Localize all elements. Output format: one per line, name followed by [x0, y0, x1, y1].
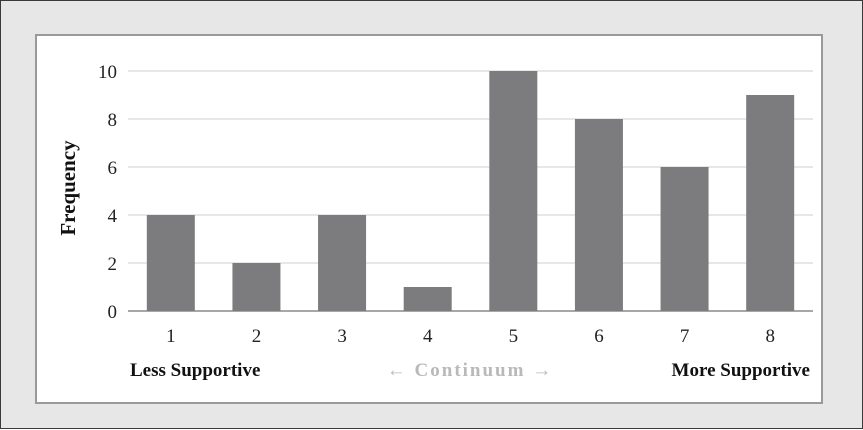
bars [147, 71, 794, 311]
x-tick-labels: 1 2 3 4 5 6 7 8 [166, 326, 775, 347]
bar-6 [575, 119, 623, 311]
footer-right-label: More Supportive [672, 360, 810, 381]
bar-4 [404, 287, 452, 311]
bar-1 [147, 215, 195, 311]
y-tick-labels: 0 2 4 6 8 10 [98, 62, 118, 323]
x-tick-label: 6 [594, 326, 604, 347]
x-tick-label: 2 [252, 326, 262, 347]
gridlines [128, 71, 813, 311]
y-tick-label: 10 [98, 62, 117, 83]
x-tick-label: 1 [166, 326, 176, 347]
y-tick-label: 6 [108, 158, 118, 179]
y-tick-label: 2 [108, 254, 118, 275]
y-axis-label: Frequency [56, 140, 80, 236]
x-tick-label: 4 [423, 326, 433, 347]
bar-8 [746, 95, 794, 311]
y-tick-label: 8 [108, 110, 118, 131]
bar-3 [318, 215, 366, 311]
bar-7 [661, 167, 709, 311]
x-tick-label: 5 [509, 326, 519, 347]
y-tick-label: 4 [108, 206, 118, 227]
bar-5 [489, 71, 537, 311]
footer-middle-label: ← Continuum → [387, 360, 553, 381]
x-tick-label: 7 [680, 326, 690, 347]
y-tick-label: 0 [108, 302, 118, 323]
bar-2 [232, 263, 280, 311]
footer-left-label: Less Supportive [130, 360, 260, 381]
x-tick-label: 3 [337, 326, 347, 347]
x-tick-label: 8 [765, 326, 775, 347]
